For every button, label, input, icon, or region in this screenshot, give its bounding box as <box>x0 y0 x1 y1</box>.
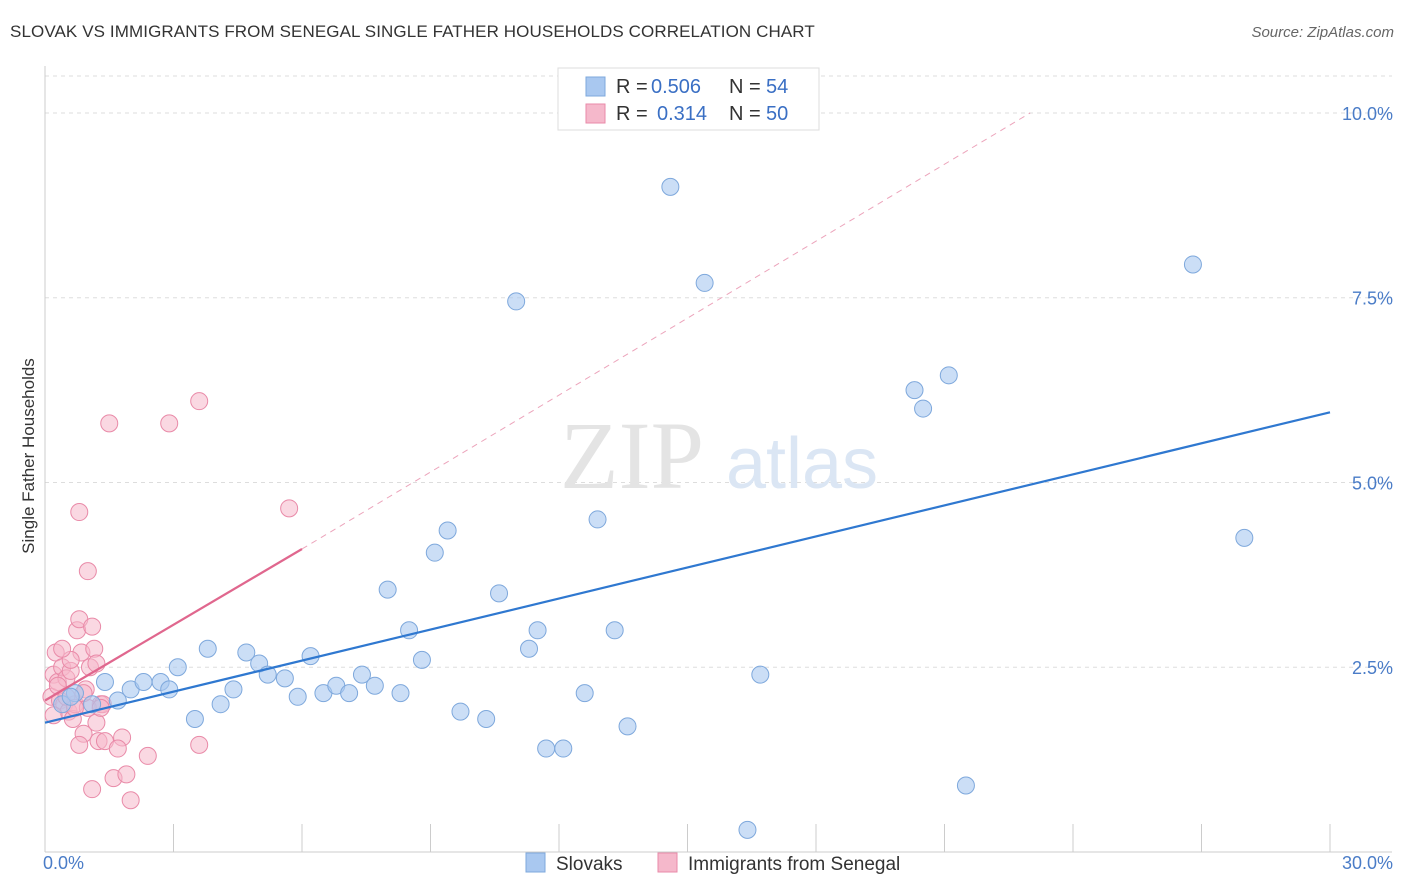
point-senegal <box>280 499 299 518</box>
point-slovak <box>738 820 757 839</box>
point-slovak <box>224 680 243 699</box>
point-senegal <box>121 791 140 810</box>
point-slovak <box>288 687 307 706</box>
y-tick-label: 10.0% <box>1342 104 1393 124</box>
point-slovak <box>378 580 397 599</box>
point-slovak <box>618 717 637 736</box>
point-slovak <box>661 177 680 196</box>
y-tick-label: 5.0% <box>1352 473 1393 493</box>
legend-label-slovaks: Slovaks <box>556 854 623 875</box>
point-slovak <box>905 381 924 400</box>
point-slovak <box>352 665 371 684</box>
point-slovak <box>490 584 509 603</box>
grid-lines <box>45 75 1392 668</box>
point-slovak <box>237 643 256 662</box>
point-slovak <box>168 658 187 677</box>
x-tick-label-start: 0.0% <box>43 853 84 873</box>
point-slovak <box>588 510 607 529</box>
point-senegal <box>108 739 127 758</box>
point-senegal <box>53 639 72 658</box>
legend-r-label: R = <box>616 76 648 98</box>
point-slovak <box>451 702 470 721</box>
x-tick-label-end: 30.0% <box>1342 853 1393 873</box>
point-senegal <box>100 414 119 433</box>
point-slovak <box>391 684 410 703</box>
point-slovak <box>528 621 547 640</box>
source-credit: Source: ZipAtlas.com <box>1251 24 1394 41</box>
point-senegal <box>138 746 157 765</box>
point-slovak <box>956 776 975 795</box>
point-senegal <box>190 392 209 411</box>
legend-label-senegal: Immigrants from Senegal <box>688 854 900 875</box>
y-tick-label: 2.5% <box>1352 658 1393 678</box>
point-slovak <box>340 684 359 703</box>
y-tick-labels: 2.5% 5.0% 7.5% 10.0% <box>1342 104 1393 678</box>
point-slovak <box>537 739 556 758</box>
legend-n-label: N = <box>729 103 761 125</box>
legend-n-value: 50 <box>766 103 788 125</box>
point-slovak <box>185 709 204 728</box>
series-senegal <box>42 392 299 810</box>
legend-r-value: 0.314 <box>657 103 707 125</box>
point-slovak <box>914 399 933 418</box>
point-senegal <box>85 639 104 658</box>
watermark-zip: ZIP <box>560 402 704 509</box>
point-slovak <box>425 543 444 562</box>
point-slovak <box>134 673 153 692</box>
point-slovak <box>520 639 539 658</box>
legend-top: R = 0.506 N = 54 R = 0.314 N = 50 <box>557 67 820 131</box>
point-slovak <box>1235 528 1254 547</box>
point-slovak <box>211 695 230 714</box>
legend-swatch-slovaks <box>525 852 546 873</box>
point-slovak <box>198 639 217 658</box>
x-tick-labels: 0.0% 30.0% <box>43 853 1393 873</box>
legend-bottom: Slovaks Immigrants from Senegal <box>525 852 900 875</box>
legend-swatch-slovaks <box>585 76 606 97</box>
point-slovak <box>507 292 526 311</box>
point-slovak <box>438 521 457 540</box>
watermark: ZIP atlas <box>560 402 878 509</box>
chart-title: SLOVAK VS IMMIGRANTS FROM SENEGAL SINGLE… <box>10 22 815 41</box>
point-slovak <box>554 739 573 758</box>
point-senegal <box>83 617 102 636</box>
point-slovak <box>477 709 496 728</box>
trend-line-senegal <box>44 548 303 702</box>
legend-n-label: N = <box>729 76 761 98</box>
trend-lines <box>44 112 1331 724</box>
point-slovak <box>61 687 80 706</box>
point-slovak <box>939 366 958 385</box>
point-senegal <box>190 735 209 754</box>
point-slovak <box>575 684 594 703</box>
point-slovak <box>365 676 384 695</box>
point-slovak <box>160 680 179 699</box>
point-senegal <box>160 414 179 433</box>
point-slovak <box>751 665 770 684</box>
point-slovak <box>275 669 294 688</box>
point-senegal <box>117 765 136 784</box>
legend-swatch-senegal <box>585 103 606 124</box>
legend-n-value: 54 <box>766 76 788 98</box>
trend-line-senegal-extension <box>301 112 1031 550</box>
legend-r-value: 0.506 <box>651 76 701 98</box>
point-slovak <box>412 650 431 669</box>
point-slovak <box>605 621 624 640</box>
y-axis-label: Single Father Households <box>19 358 38 554</box>
axes <box>44 66 1392 853</box>
point-senegal <box>70 735 89 754</box>
watermark-atlas: atlas <box>726 424 878 504</box>
legend-swatch-senegal <box>657 852 678 873</box>
point-slovak <box>95 673 114 692</box>
point-slovak <box>695 273 714 292</box>
point-senegal <box>83 780 102 799</box>
point-senegal <box>78 562 97 581</box>
y-tick-label: 7.5% <box>1352 289 1393 309</box>
legend-r-label: R = <box>616 103 648 125</box>
point-slovak <box>1183 255 1202 274</box>
trend-line-slovaks <box>44 411 1331 724</box>
point-senegal <box>70 503 89 522</box>
point-slovak <box>83 695 102 714</box>
series-slovaks <box>53 177 1254 839</box>
